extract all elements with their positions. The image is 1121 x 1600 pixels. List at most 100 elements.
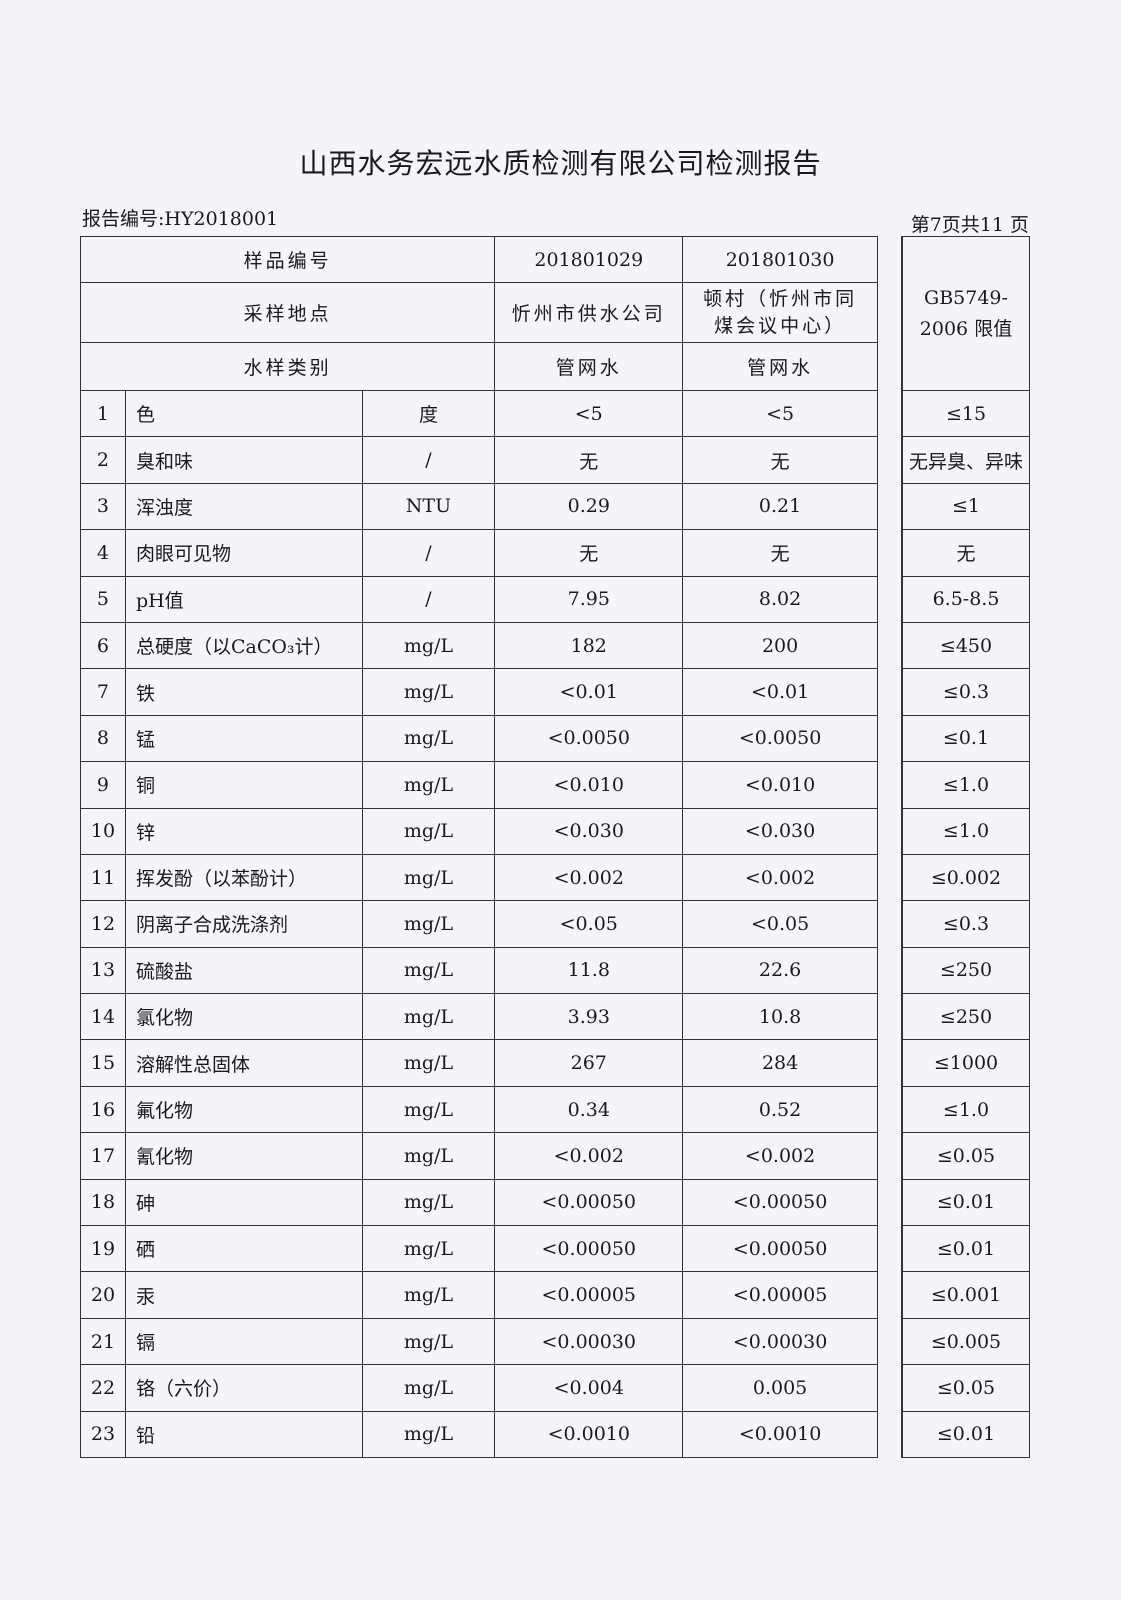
sample-2-value: 0.005 [682, 1364, 878, 1412]
sample-2-value: <0.010 [682, 761, 878, 809]
sample-1-value: <0.010 [494, 761, 684, 809]
row-number: 1 [80, 389, 126, 438]
row-number: 13 [80, 946, 126, 995]
sample-1-value: <5 [494, 389, 684, 438]
row-number: 3 [80, 482, 126, 531]
sample-2-value: 0.52 [682, 1085, 878, 1134]
sample-2-value: <0.00050 [682, 1225, 878, 1273]
limit-value: ≤0.05 [902, 1364, 1030, 1412]
table-row: 6 总硬度（以CaCO₃计） mg/L 182 200 [80, 621, 878, 670]
limit-header: GB5749-2006 限值 [902, 236, 1030, 391]
item-name: 浑浊度 [124, 482, 363, 531]
limit-row: ≤1 [902, 482, 1030, 531]
limit-row: ≤0.3 [902, 900, 1030, 948]
row-number: 10 [80, 807, 126, 855]
table-row: 1 色度 <5 <5 [80, 389, 878, 438]
table-row: 11 挥发酚（以苯酚计） mg/L <0.002 <0.002 [80, 853, 878, 902]
item-name: 臭和味 [124, 436, 363, 484]
row-number: 23 [80, 1410, 126, 1458]
limit-value: 6.5-8.5 [902, 575, 1030, 623]
row-number: 20 [80, 1271, 126, 1319]
unit: mg/L [361, 1085, 496, 1134]
row-number: 14 [80, 993, 126, 1041]
sample-number-2: 201801030 [682, 236, 878, 283]
sample-1-value: <0.0050 [494, 714, 684, 763]
row-number: 12 [80, 900, 126, 948]
item-name: 砷 [124, 1178, 363, 1227]
sample-number-row: 样品编号 201801029 201801030 [79, 236, 878, 283]
sample-1-value: 182 [494, 621, 684, 670]
item-name: 铜 [124, 761, 363, 809]
table-row: 23 铅 mg/L <0.0010 <0.0010 [80, 1410, 878, 1458]
item-name: 肉眼可见物 [124, 529, 363, 577]
row-number: 8 [80, 714, 126, 763]
limit-value: ≤250 [902, 993, 1030, 1041]
item-name: 色 [124, 389, 363, 438]
limit-row: ≤0.01 [902, 1410, 1030, 1458]
item-name: 挥发酚（以苯酚计） [124, 853, 363, 902]
unit: mg/L [361, 621, 496, 670]
limit-row: ≤1000 [902, 1039, 1030, 1087]
limit-row: ≤250 [902, 946, 1030, 995]
limit-value: ≤450 [902, 621, 1030, 670]
sample-1-value: 267 [494, 1039, 684, 1087]
sample-1-value: 7.95 [494, 575, 684, 623]
limit-value: ≤0.01 [902, 1225, 1030, 1273]
limit-table: GB5749-2006 限值 ≤15 无异臭、异味 ≤1 无 6.5-8.5 ≤450 ≤0… [902, 236, 1030, 1458]
item-name: 总硬度（以CaCO₃计） [124, 621, 363, 670]
sample-1-value: <0.002 [494, 1132, 684, 1180]
limit-row: ≤0.01 [902, 1225, 1030, 1273]
sample-number-1: 201801029 [494, 236, 684, 283]
sample-1-value: <0.030 [494, 807, 684, 855]
limit-row: ≤0.002 [902, 853, 1030, 902]
sample-1-value: <0.05 [494, 900, 684, 948]
sample-2-value: 无 [682, 436, 878, 484]
item-name: pH值 [124, 575, 363, 623]
sample-2-value: 8.02 [682, 575, 878, 623]
sample-1-value: <0.004 [494, 1364, 684, 1412]
row-number: 7 [80, 668, 126, 716]
sample-1-value: <0.002 [494, 853, 684, 902]
row-number: 22 [80, 1364, 126, 1412]
sample-2-value: <0.01 [682, 668, 878, 716]
limit-value: ≤250 [902, 946, 1030, 995]
sample-1-value: 3.93 [494, 993, 684, 1041]
row-number: 9 [80, 761, 126, 809]
limit-row: ≤250 [902, 993, 1030, 1041]
table-row: 9 铜 mg/L <0.010 <0.010 [80, 761, 878, 809]
limit-row: ≤0.3 [902, 668, 1030, 716]
type-1: 管网水 [494, 342, 684, 391]
unit: mg/L [361, 853, 496, 902]
page-info: 第7页共11 页 [910, 214, 1029, 236]
table-row: 2 臭和味 / 无无 [80, 436, 878, 484]
type-label: 水样类别 [79, 342, 496, 391]
limit-value: ≤0.3 [902, 668, 1030, 716]
table-row: 10 锌 mg/L <0.030 <0.030 [80, 807, 878, 855]
location-2: 顿村（忻州市同煤会议中心） [682, 282, 878, 343]
sample-2-value: 无 [682, 529, 878, 577]
item-name: 硒 [124, 1225, 363, 1273]
limit-row: 无异臭、异味 [902, 436, 1030, 484]
table-row: 20 汞 mg/L <0.00005 <0.00005 [80, 1271, 878, 1319]
unit: mg/L [361, 1271, 496, 1319]
sample-2-value: <0.002 [682, 853, 878, 902]
table-row: 3 浑浊度 NTU 0.29 0.21 [80, 482, 878, 531]
table-row: 21 镉 mg/L <0.00030 <0.00030 [80, 1317, 878, 1366]
unit: / [361, 436, 496, 484]
limit-value: ≤0.01 [902, 1410, 1030, 1458]
sample-1-value: <0.00050 [494, 1178, 684, 1227]
sample-2-value: <0.00005 [682, 1271, 878, 1319]
limit-row: ≤0.05 [902, 1132, 1030, 1180]
sample-2-value: <0.0050 [682, 714, 878, 763]
item-name: 阴离子合成洗涤剂 [124, 900, 363, 948]
limit-value: ≤0.005 [902, 1317, 1030, 1366]
unit: NTU [361, 482, 496, 531]
table-row: 4 肉眼可见物 / 无无 [80, 529, 878, 577]
item-name: 铬（六价） [124, 1364, 363, 1412]
sample-1-value: 无 [494, 436, 684, 484]
sample-2-value: <5 [682, 389, 878, 438]
table-row: 17 氰化物 mg/L <0.002 <0.002 [80, 1132, 878, 1180]
limit-row: ≤450 [902, 621, 1030, 670]
unit: mg/L [361, 668, 496, 716]
